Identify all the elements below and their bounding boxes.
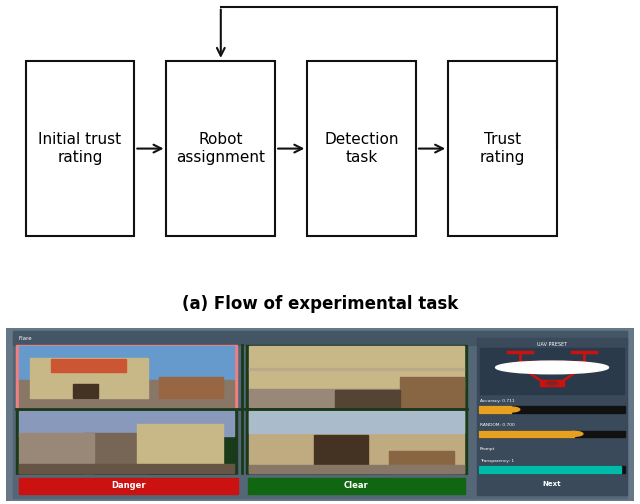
Bar bbox=[248, 478, 465, 493]
Text: Detection
task: Detection task bbox=[324, 133, 399, 165]
Bar bbox=[479, 466, 621, 473]
Bar bbox=[159, 376, 223, 398]
Text: Next: Next bbox=[543, 481, 561, 487]
Bar bbox=[83, 433, 148, 473]
Text: Trust
rating: Trust rating bbox=[480, 133, 525, 165]
Text: Clear: Clear bbox=[344, 481, 369, 490]
Bar bbox=[16, 345, 237, 408]
Bar bbox=[250, 411, 464, 433]
Text: Robot
assignment: Robot assignment bbox=[176, 133, 266, 165]
Bar bbox=[479, 430, 625, 437]
Bar bbox=[540, 380, 564, 387]
Text: Accuracy: 0.711: Accuracy: 0.711 bbox=[480, 399, 515, 403]
Bar bbox=[16, 475, 467, 494]
Text: Initial trust
rating: Initial trust rating bbox=[38, 133, 122, 165]
FancyBboxPatch shape bbox=[166, 61, 275, 236]
Bar bbox=[250, 346, 464, 389]
Bar bbox=[16, 411, 237, 474]
Bar bbox=[400, 376, 464, 407]
Bar bbox=[51, 359, 126, 371]
Text: Transparency: 1: Transparency: 1 bbox=[480, 460, 514, 464]
Bar bbox=[246, 345, 467, 408]
FancyBboxPatch shape bbox=[307, 61, 416, 236]
Bar bbox=[479, 406, 625, 413]
Bar bbox=[19, 380, 234, 407]
Bar bbox=[246, 411, 467, 474]
Text: Flare: Flare bbox=[19, 336, 33, 341]
Bar bbox=[19, 478, 238, 493]
Text: Prompt: Prompt bbox=[480, 448, 495, 451]
Circle shape bbox=[565, 431, 583, 436]
Bar bbox=[479, 466, 625, 473]
Text: RANDOM: 0.700: RANDOM: 0.700 bbox=[480, 423, 515, 427]
Bar bbox=[479, 406, 511, 413]
Bar bbox=[480, 476, 624, 491]
Bar bbox=[250, 389, 464, 407]
Text: Danger: Danger bbox=[111, 481, 146, 490]
Text: (a) Flow of experimental task: (a) Flow of experimental task bbox=[182, 295, 458, 313]
Bar bbox=[250, 411, 464, 473]
Bar bbox=[137, 424, 223, 467]
Bar bbox=[29, 358, 148, 398]
Bar bbox=[13, 331, 627, 345]
Text: UAV PRESET: UAV PRESET bbox=[537, 343, 567, 347]
FancyBboxPatch shape bbox=[448, 61, 557, 236]
Bar bbox=[480, 348, 624, 394]
Bar bbox=[19, 433, 94, 473]
Bar bbox=[250, 368, 464, 370]
Ellipse shape bbox=[495, 361, 609, 374]
Bar bbox=[19, 464, 234, 473]
Bar bbox=[477, 338, 627, 494]
Circle shape bbox=[546, 382, 558, 385]
Bar bbox=[314, 435, 367, 473]
Bar bbox=[250, 465, 464, 473]
Bar bbox=[479, 430, 574, 437]
Bar bbox=[19, 346, 234, 380]
FancyBboxPatch shape bbox=[26, 61, 134, 236]
Circle shape bbox=[502, 407, 520, 412]
Bar bbox=[19, 411, 234, 436]
Bar bbox=[335, 390, 400, 407]
Bar bbox=[389, 452, 454, 473]
Bar bbox=[73, 385, 99, 398]
